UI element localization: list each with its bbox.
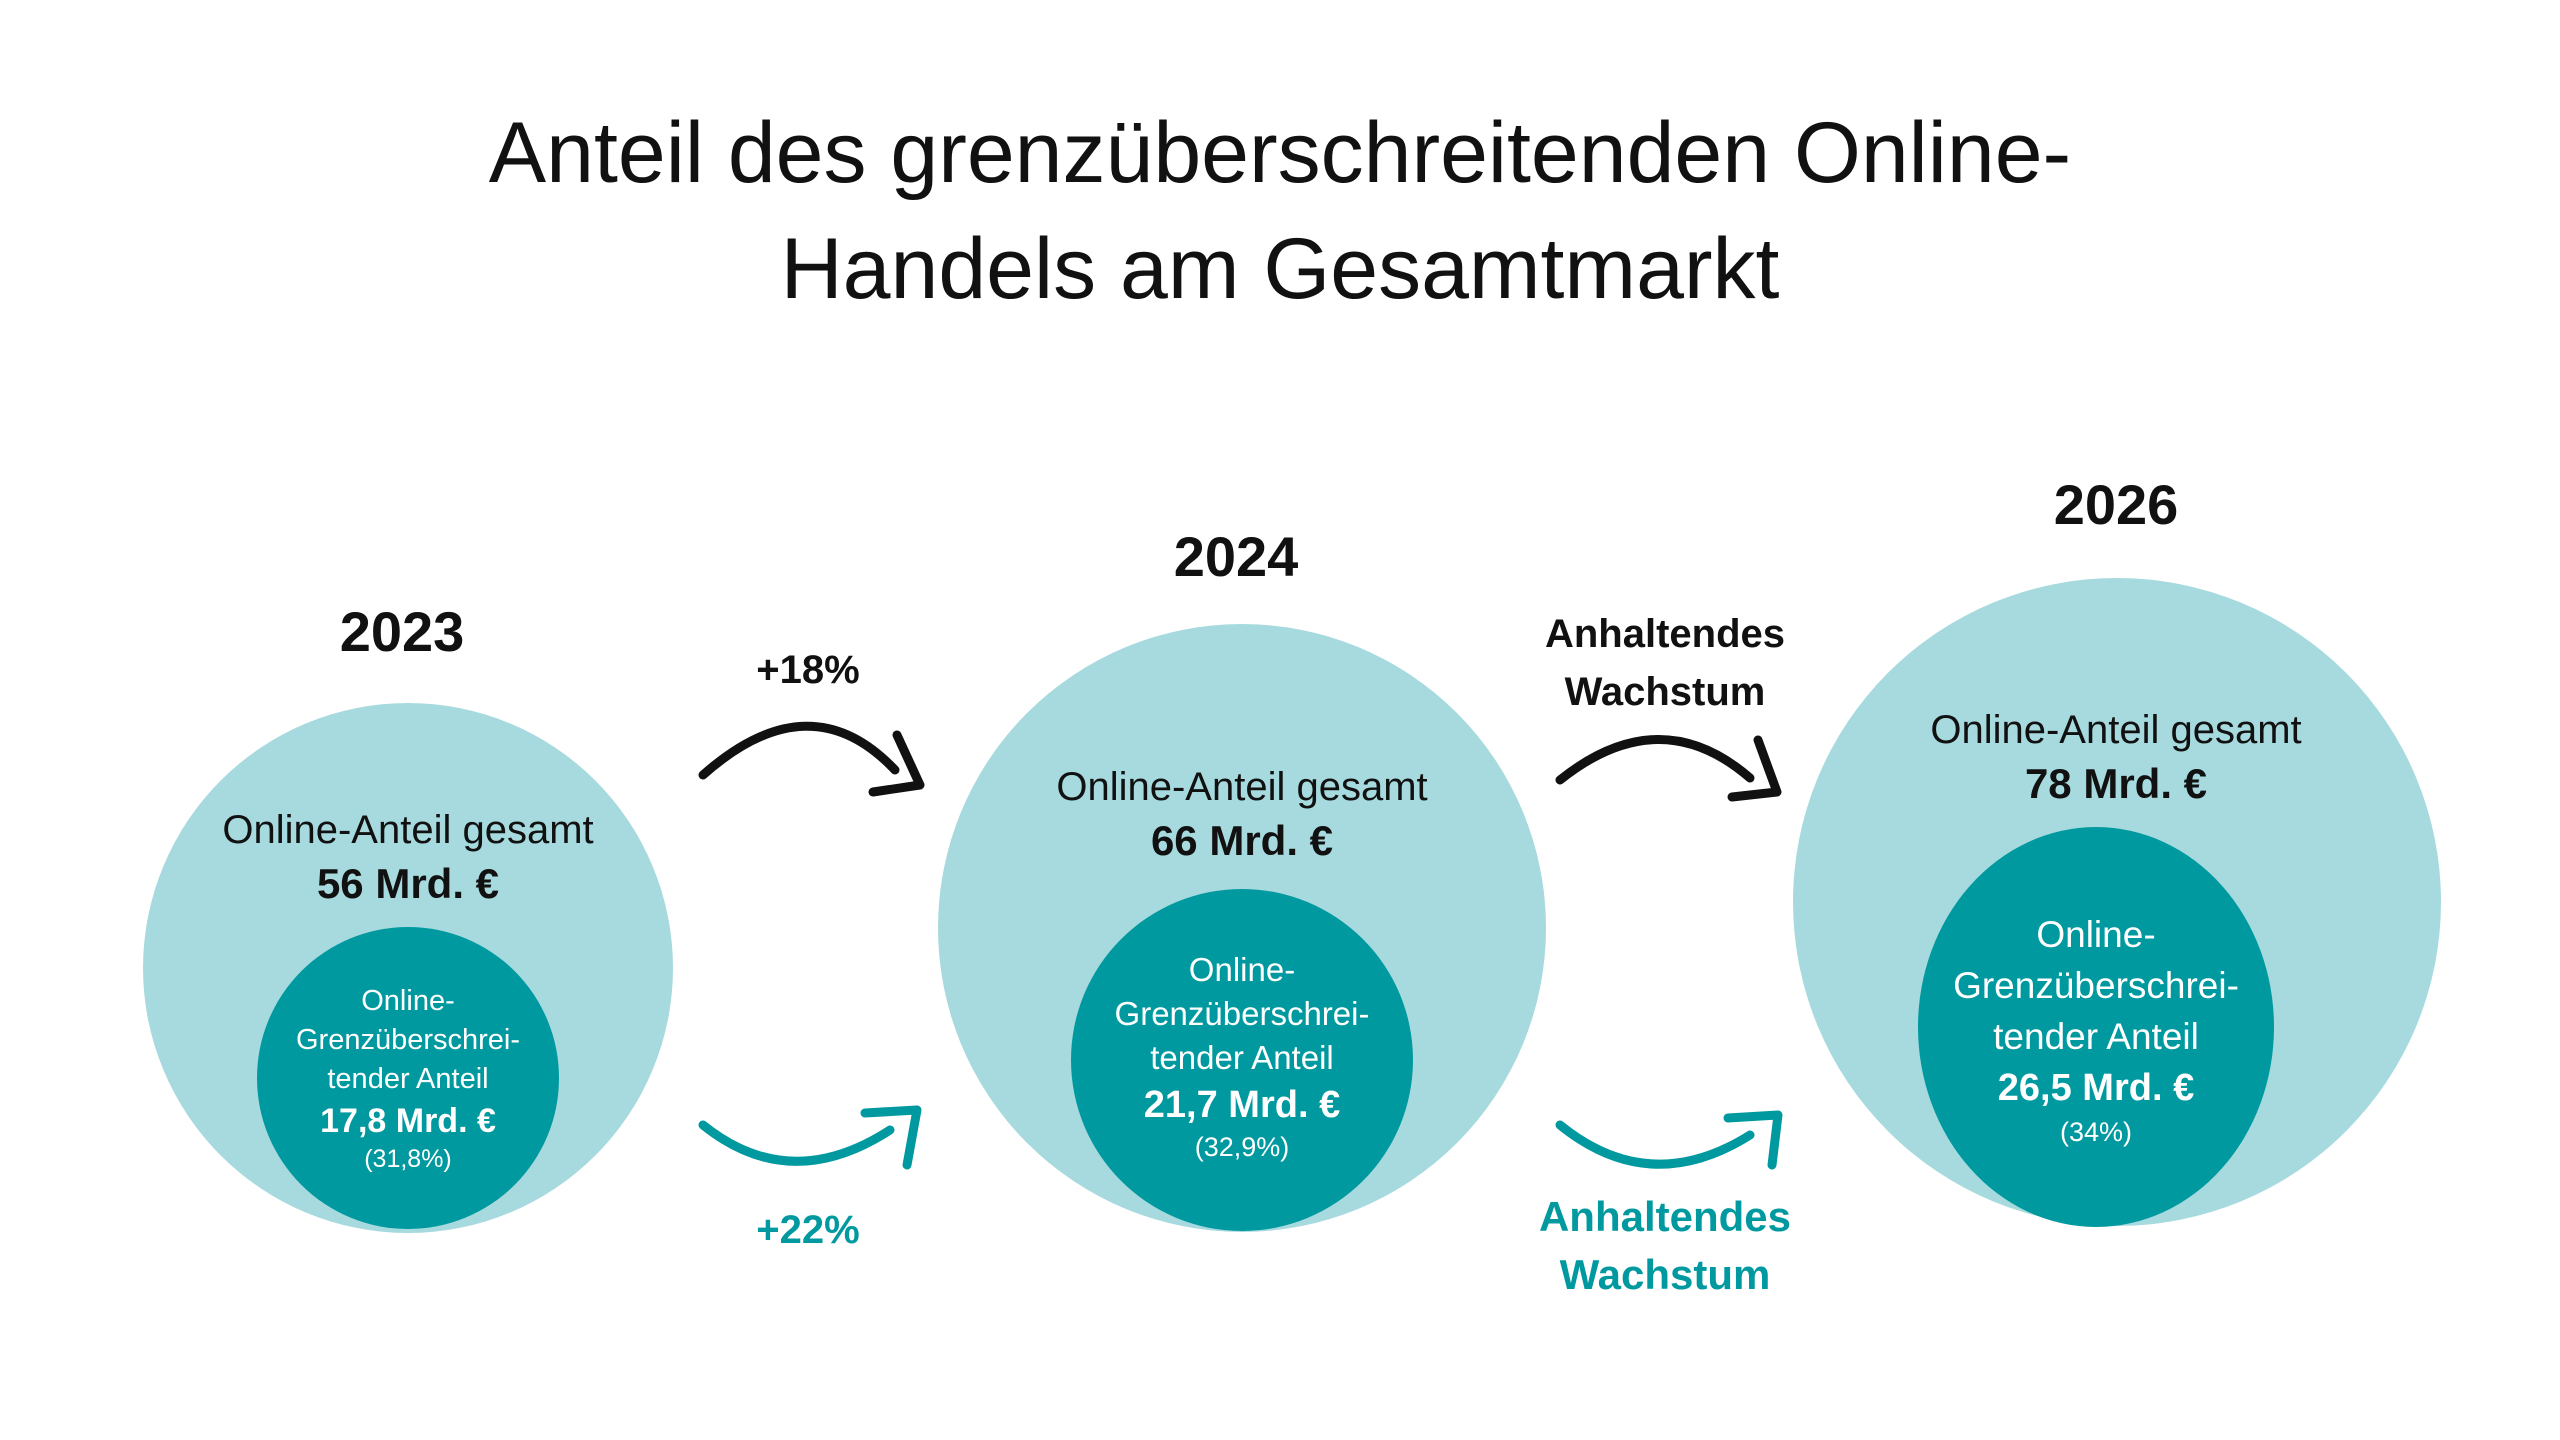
- cross-border-share-2026: (34%): [2059, 1117, 2133, 1147]
- cross-border-circle-2023: [257, 927, 559, 1229]
- total-online-label-2023: Online-Anteil gesamt 56 Mrd. €: [128, 803, 688, 911]
- total-online-value-2023: 56 Mrd. €: [316, 860, 500, 907]
- year-label-2026: 2026: [2053, 473, 2179, 536]
- cross-border-caption-line-2-2026: Grenzüberschrei-: [1953, 965, 2239, 1006]
- cross-growth-label-line-1-2024-2026: Anhaltendes: [1538, 1193, 1792, 1240]
- cross-border-value-2024: 21,7 Mrd. €: [1143, 1084, 1341, 1126]
- cross-growth-arrowhead-2024-2026: [1723, 1110, 1783, 1170]
- cross-border-caption-line-2-2023: Grenzüberschrei-: [295, 1024, 521, 1056]
- cross-border-value-2023: 17,8 Mrd. €: [320, 1102, 496, 1140]
- cross-border-label-2026: Online- Grenzüberschrei- tender Anteil 2…: [1918, 909, 2274, 1150]
- total-growth-arrow-2023-2024: [698, 721, 900, 780]
- total-growth-label-line-1-2024-2026: Anhaltendes: [1544, 612, 1786, 656]
- total-growth-label-line-2-2024-2026: Wachstum: [1564, 670, 1766, 714]
- cross-border-caption-line-1-2024: Online-: [1188, 951, 1296, 988]
- cross-border-caption-line-3-2024: tender Anteil: [1150, 1039, 1334, 1076]
- cross-growth-label-2024-2026: Anhaltendes Wachstum: [1485, 1188, 1845, 1304]
- cross-growth-arrow-2024-2026: [1555, 1120, 1755, 1169]
- page-title-line-1: Anteil des grenzüberschreitenden Online-: [488, 105, 2072, 201]
- year-label-2023: 2023: [339, 600, 465, 663]
- total-growth-label-2023-2024: +18%: [756, 648, 860, 692]
- cross-border-caption-line-1-2023: Online-: [361, 985, 455, 1017]
- total-growth-label-2024-2026: Anhaltendes Wachstum: [1485, 605, 1845, 721]
- total-online-value-2024: 66 Mrd. €: [1150, 817, 1334, 864]
- cross-growth-label-2023-2024: +22%: [756, 1208, 860, 1252]
- cross-border-circle-2024: [1071, 889, 1413, 1231]
- total-growth-arrowhead-2024-2026: [1727, 735, 1782, 802]
- total-online-label-2026: Online-Anteil gesamt 78 Mrd. €: [1836, 703, 2396, 811]
- cross-growth-arrow-2023-2024: [698, 1120, 895, 1166]
- total-online-label-2024: Online-Anteil gesamt 66 Mrd. €: [962, 760, 1522, 868]
- cross-border-label-2024: Online- Grenzüberschrei- tender Anteil 2…: [1071, 948, 1413, 1164]
- cross-border-caption-line-1-2026: Online-: [2036, 914, 2156, 955]
- total-online-value-2026: 78 Mrd. €: [2024, 760, 2208, 807]
- cross-border-circle-2026: [1918, 827, 2274, 1227]
- year-label-2024: 2024: [1173, 525, 1299, 588]
- total-online-caption-2024: Online-Anteil gesamt: [1056, 765, 1428, 809]
- cross-border-share-2024: (32,9%): [1194, 1132, 1290, 1162]
- cross-growth-arrowhead-2023-2024: [860, 1105, 922, 1170]
- cross-border-caption-line-2-2024: Grenzüberschrei-: [1114, 995, 1370, 1032]
- total-growth-arrowhead-2023-2024: [868, 730, 925, 797]
- total-online-caption-2023: Online-Anteil gesamt: [222, 808, 594, 852]
- cross-border-caption-line-3-2023: tender Anteil: [327, 1063, 489, 1095]
- page-title: Anteil des grenzüberschreitenden Online-…: [0, 95, 2560, 327]
- total-growth-arrow-2024-2026: [1555, 735, 1755, 785]
- cross-border-share-2023: (31,8%): [364, 1145, 452, 1173]
- total-online-caption-2026: Online-Anteil gesamt: [1930, 708, 2302, 752]
- cross-border-value-2026: 26,5 Mrd. €: [1997, 1067, 2195, 1109]
- page-title-line-2: Handels am Gesamtmarkt: [780, 221, 1780, 317]
- cross-growth-label-line-2-2024-2026: Wachstum: [1559, 1251, 1771, 1298]
- cross-border-label-2023: Online- Grenzüberschrei- tender Anteil 1…: [257, 982, 559, 1175]
- cross-border-caption-line-3-2026: tender Anteil: [1993, 1016, 2199, 1057]
